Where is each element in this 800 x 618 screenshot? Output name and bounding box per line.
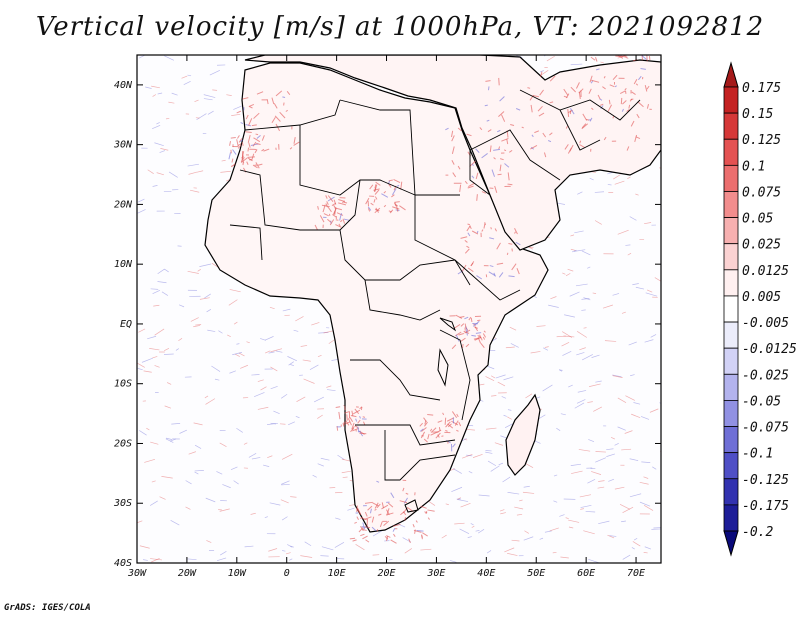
colorbar-segment bbox=[723, 191, 739, 218]
colorbar-segment bbox=[723, 86, 739, 114]
lat-tick-label: 30S bbox=[113, 498, 132, 509]
colorbar-segment bbox=[723, 426, 739, 454]
colorbar-label: -0.1 bbox=[742, 447, 773, 462]
lat-tick-label: 20N bbox=[114, 199, 133, 210]
colorbar-segment bbox=[723, 504, 739, 532]
lon-tick-label: 60E bbox=[577, 568, 595, 579]
grads-credit: GrADS: IGES/COLA bbox=[4, 603, 91, 613]
colorbar-label: 0.05 bbox=[742, 212, 773, 227]
lat-tick-label: 30N bbox=[113, 140, 133, 151]
europe-landmass bbox=[244, 55, 661, 251]
colorbar-segment bbox=[723, 347, 739, 375]
colorbar-segment bbox=[723, 269, 739, 297]
colorbar-label: 0.075 bbox=[742, 185, 781, 200]
colorbar-label: -0.125 bbox=[742, 473, 789, 488]
lon-tick-label: 30E bbox=[426, 568, 445, 579]
map-frame bbox=[136, 54, 662, 564]
colorbar-label: 0.1 bbox=[742, 159, 765, 174]
madagascar-landmass bbox=[505, 393, 541, 476]
colorbar-label: -0.005 bbox=[742, 316, 789, 331]
lat-tick-label: 10S bbox=[114, 379, 132, 390]
colorbar-label: -0.2 bbox=[742, 525, 773, 540]
lon-tick-label: 20W bbox=[178, 568, 197, 579]
lat-tick-label: 20S bbox=[114, 438, 132, 449]
colorbar-label: -0.05 bbox=[742, 394, 781, 409]
land-velocity-texture bbox=[228, 55, 652, 544]
colorbar-segment bbox=[723, 321, 739, 349]
lat-tick-label: 40N bbox=[114, 80, 133, 91]
lat-tick-label: 40S bbox=[114, 558, 132, 569]
colorbar-segment bbox=[723, 452, 739, 480]
colorbar-label: -0.0125 bbox=[742, 342, 797, 357]
lon-tick-label: 20E bbox=[377, 568, 395, 579]
colorbar-segment bbox=[723, 112, 739, 140]
lon-tick-label: 70E bbox=[627, 568, 645, 579]
colorbar-label: 0.175 bbox=[742, 81, 781, 96]
colorbar-label: -0.075 bbox=[742, 421, 789, 436]
map-title: Vertical velocity [m/s] at 1000hPa, VT: … bbox=[35, 12, 765, 42]
colorbar-label: 0.005 bbox=[742, 290, 781, 305]
lat-tick-label: 10N bbox=[114, 259, 133, 270]
colorbar-segment bbox=[723, 243, 739, 271]
lakes bbox=[404, 317, 457, 513]
latitude-axis: 40N 30N 20N 10N EQ 10S 20S 30S 40S bbox=[113, 80, 661, 569]
colorbar-label: 0.025 bbox=[742, 238, 781, 253]
colorbar-label: -0.175 bbox=[742, 499, 789, 514]
lon-tick-label: 40E bbox=[477, 568, 495, 579]
lon-tick-label: 0 bbox=[284, 568, 290, 579]
colorbar-segment bbox=[723, 138, 739, 166]
lat-tick-label: EQ bbox=[120, 319, 132, 330]
colorbar-segment bbox=[723, 400, 739, 427]
colorbar-segment bbox=[723, 478, 739, 506]
colorbar-label: -0.025 bbox=[742, 368, 789, 383]
colorbar-top-arrow bbox=[723, 61, 739, 88]
country-borders bbox=[229, 89, 641, 481]
lon-tick-label: 10W bbox=[228, 568, 247, 579]
lon-tick-label: 10E bbox=[328, 568, 346, 579]
colorbar-segment bbox=[723, 373, 739, 401]
colorbar-segment bbox=[723, 164, 739, 192]
colorbar-label: 0.15 bbox=[742, 107, 773, 122]
colorbar-label: 0.125 bbox=[742, 133, 781, 148]
colorbar-segment bbox=[723, 295, 739, 323]
colorbar-segment bbox=[723, 217, 739, 245]
lon-tick-label: 50E bbox=[527, 568, 545, 579]
longitude-axis: 30W 20W 10W 0 10E 20E 30E 40E 50E 60E 70E bbox=[127, 55, 645, 579]
colorbar-bottom-arrow bbox=[723, 530, 739, 557]
lon-tick-label: 30W bbox=[127, 568, 147, 579]
colorbar-label: 0.0125 bbox=[742, 264, 789, 279]
